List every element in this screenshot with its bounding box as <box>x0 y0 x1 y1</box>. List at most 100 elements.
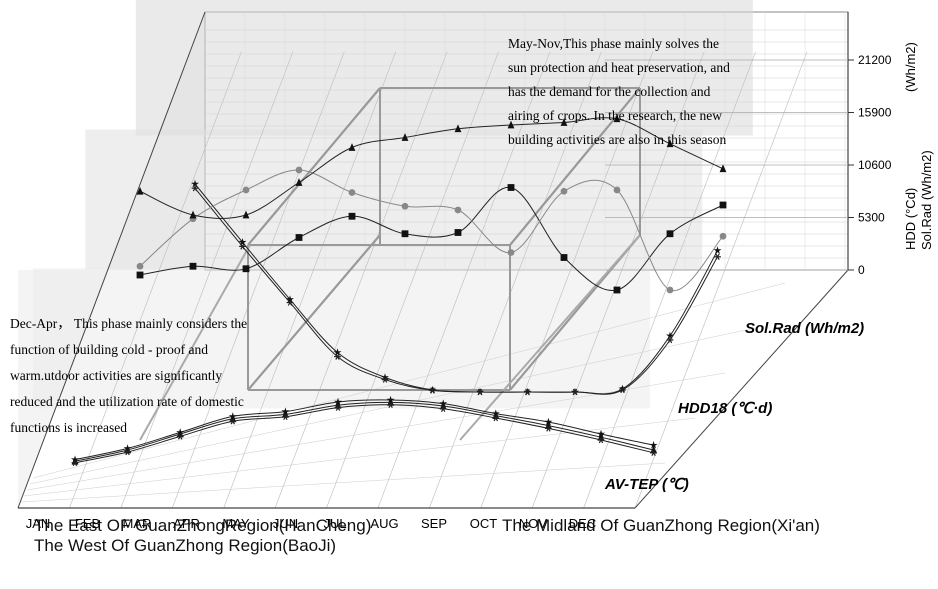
data-point-solrad <box>401 133 409 141</box>
data-point-hdd <box>713 246 722 254</box>
annotation-summer-line: May-Nov,This phase mainly solves the <box>508 36 719 51</box>
data-point-solrad <box>348 143 356 151</box>
right-axis-label-hdd: HDD (°Cd) <box>903 188 918 250</box>
annotation-winter-line: functions is increased <box>10 420 127 435</box>
depth-gridline <box>634 51 808 509</box>
data-point-solrad <box>348 189 356 196</box>
data-point-temp <box>492 414 500 422</box>
data-point-solrad <box>401 230 409 238</box>
series-line-temp <box>74 404 654 464</box>
x-tick-label: DEC <box>569 516 596 531</box>
data-point-hdd <box>619 386 626 394</box>
data-point-temp <box>650 445 657 454</box>
data-point-solrad <box>560 118 568 126</box>
series-temp-2 <box>71 401 657 467</box>
data-point-solrad <box>189 262 197 270</box>
season-box-edge <box>459 234 641 441</box>
x-tick-label: NOV <box>519 516 548 531</box>
series-line-hdd <box>194 187 718 395</box>
right-axis-tick-label: 21200 <box>858 53 892 67</box>
data-point-temp <box>282 410 289 418</box>
data-point-hdd <box>429 387 436 394</box>
depth-gridline <box>377 51 551 509</box>
data-point-hdd <box>571 388 579 396</box>
plane-solrad <box>135 0 753 136</box>
legend-midland: The Midland Of GuanZhong Region(Xi'an) <box>502 516 820 535</box>
depth-label-temp: AV-TEP (℃) <box>604 476 689 493</box>
data-point-temp <box>439 401 447 410</box>
right-axis-label-unit: (Wh/m2) <box>903 42 918 92</box>
data-point-temp <box>334 404 342 411</box>
x-tick-label: AUG <box>370 516 398 531</box>
data-point-solrad <box>454 206 462 214</box>
series-solrad-0 <box>136 184 727 294</box>
data-point-solrad <box>348 212 356 220</box>
data-point-temp <box>492 411 500 419</box>
data-point-solrad <box>613 114 621 123</box>
right-axis-tick-label: 10600 <box>858 158 892 172</box>
series-solrad-1 <box>136 166 727 294</box>
data-point-solrad <box>295 178 303 186</box>
x-tick-label: SEP <box>421 516 447 531</box>
x-tick-label: MAY <box>222 516 250 531</box>
data-point-temp <box>597 432 605 441</box>
data-point-solrad <box>454 124 462 133</box>
depth-edge-right <box>634 269 849 509</box>
depth-gridline <box>69 51 242 509</box>
data-point-solrad <box>242 210 250 219</box>
data-point-hdd <box>476 388 484 396</box>
data-point-solrad <box>454 229 462 236</box>
series-line-temp <box>74 399 654 461</box>
plane-hdd <box>85 129 703 270</box>
series-layer <box>71 114 727 467</box>
x-tick-label: OCT <box>470 516 498 531</box>
annotation-summer-line: has the demand for the collection and <box>508 84 711 99</box>
data-point-solrad <box>136 186 144 195</box>
data-point-solrad <box>560 254 568 261</box>
data-point-temp <box>282 413 289 421</box>
floor-stripe <box>20 462 666 503</box>
data-point-hdd <box>666 331 674 340</box>
floor-stripe <box>26 372 726 491</box>
data-point-solrad <box>136 262 144 270</box>
x-tick-label: JUL <box>323 516 346 531</box>
data-point-hdd <box>334 353 341 360</box>
data-point-temp <box>229 417 237 425</box>
data-point-temp <box>545 421 552 429</box>
data-point-temp <box>650 449 657 457</box>
right-axis-tick-label: 5300 <box>858 211 885 225</box>
data-point-temp <box>439 405 447 413</box>
floor-stripe <box>32 282 786 479</box>
annotation-summer-line: sun protection and heat preservation, an… <box>508 60 730 75</box>
data-point-solrad <box>666 286 674 294</box>
data-point-hdd <box>381 376 389 383</box>
annotation-winter-line: warm.utdoor activities are significantly <box>10 368 222 383</box>
data-point-hdd <box>618 384 627 393</box>
data-point-solrad <box>666 230 674 238</box>
data-point-hdd <box>191 179 199 188</box>
x-tick-label: JAN <box>26 516 51 531</box>
legend-east: The East OF GuanZhongRegion(HanCheng) <box>34 516 372 535</box>
right-axis-label-solrad: Sol.Rad (Wh/m2) <box>919 150 934 250</box>
data-point-hdd <box>286 295 294 303</box>
data-point-solrad <box>666 139 674 148</box>
season-box-edge <box>509 87 641 246</box>
annotation-summer-line: airing of crops. In the research, the ne… <box>508 108 722 123</box>
depth-gridline <box>171 51 345 509</box>
data-point-temp <box>176 433 184 440</box>
series-solrad-2 <box>136 114 727 220</box>
data-point-hdd <box>191 184 199 192</box>
data-point-temp <box>597 436 605 444</box>
depth-label-solrad: Sol.Rad (Wh/m2) <box>745 320 864 337</box>
data-point-solrad <box>719 232 727 240</box>
data-point-hdd <box>524 388 531 396</box>
legend-west: The West Of GuanZhong Region(BaoJi) <box>34 536 337 555</box>
x-tick-label: MAR <box>123 516 152 531</box>
data-point-hdd <box>333 348 342 356</box>
data-point-hdd <box>714 253 721 261</box>
depth-label-hdd: HDD18 (℃·d) <box>678 400 772 417</box>
data-point-solrad <box>507 184 515 191</box>
